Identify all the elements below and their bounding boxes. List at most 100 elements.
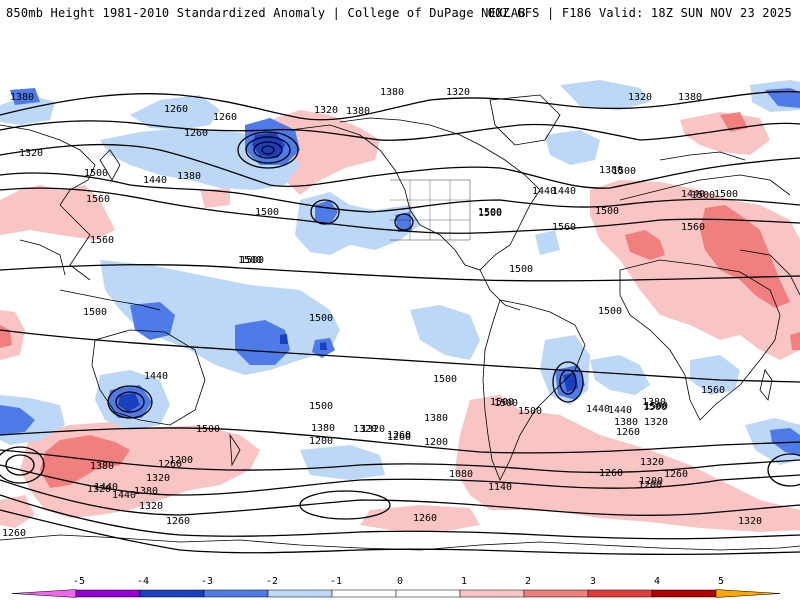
contour-label: 1500	[240, 255, 264, 266]
contour-label: 1500	[478, 208, 502, 219]
contour-label: 1440	[608, 405, 632, 416]
contour-label: 1500	[490, 397, 514, 408]
contour-label: 1500	[478, 207, 502, 218]
colorbar-swatch	[651, 589, 717, 598]
contour-label: 1440	[144, 371, 168, 382]
contour-label: 1500	[309, 401, 333, 412]
contour-label: 1500	[714, 189, 738, 200]
contour-label: 1500	[595, 206, 619, 217]
contour-label: 1260	[184, 128, 208, 139]
contour-label: 1200	[639, 476, 663, 487]
colorbar-label: -4	[137, 576, 149, 587]
contour-label: 1440	[112, 490, 136, 501]
model-run-info: 00Z GFS | F186 Valid: 18Z SUN NOV 23 202…	[487, 6, 792, 20]
contour-label: 1500	[196, 424, 220, 435]
contour-label: 1560	[701, 385, 725, 396]
contour-label: 1380	[678, 92, 702, 103]
contour-label: 1500	[691, 190, 715, 201]
colorbar-swatch	[395, 589, 461, 598]
contour-label: 1380	[614, 417, 638, 428]
contour-label: 1500	[612, 166, 636, 177]
colorbar-left-arrow	[11, 589, 77, 598]
contour-label: 1260	[164, 104, 188, 115]
contour-label: 1320	[146, 473, 170, 484]
contour-label: 1380	[380, 87, 404, 98]
colorbar-label: -2	[266, 576, 278, 587]
colorbar-label: 3	[590, 576, 596, 587]
contour-label: 1320	[644, 417, 668, 428]
contour-label: 1260	[158, 459, 182, 470]
contour-label: 1500	[494, 398, 518, 409]
contour-label: 1380	[90, 461, 114, 472]
contour-label: 1260	[166, 516, 190, 527]
contour-label: 1440	[681, 189, 705, 200]
contour-label: 1500	[84, 168, 108, 179]
contour-label: 1200	[309, 436, 333, 447]
contour-label: 1380	[424, 413, 448, 424]
colorbar-swatch	[75, 589, 141, 598]
contour-label: 1320	[314, 105, 338, 116]
colorbar-right-arrow	[715, 589, 781, 598]
contour-label: 1260	[2, 528, 26, 539]
contour-label: 1320	[139, 501, 163, 512]
contour-label: 1560	[86, 194, 110, 205]
contour-label: 1320	[353, 424, 377, 435]
colorbar-swatch	[523, 589, 589, 598]
colorbar-label: -1	[330, 576, 342, 587]
contour-label: 1080	[449, 469, 473, 480]
contour-label: 1380	[599, 165, 623, 176]
contour-label: 1500	[509, 264, 533, 275]
contour-label: 1260	[387, 432, 411, 443]
contour-label: 1380	[346, 106, 370, 117]
colorbar-label: 5	[718, 576, 724, 587]
contour-label: 1380	[177, 171, 201, 182]
contour-label: 1320	[738, 516, 762, 527]
colorbar-swatch	[459, 589, 525, 598]
contour-label: 1560	[90, 235, 114, 246]
contour-label: 1260	[413, 513, 437, 524]
contour-label: 1380	[311, 423, 335, 434]
contour-label: 1260	[616, 427, 640, 438]
contour-label: 1200	[169, 455, 193, 466]
contour-label: 1440	[586, 404, 610, 415]
contour-label: 1380	[134, 486, 158, 497]
contour-label: 1500	[255, 207, 279, 218]
height-contours	[0, 90, 800, 556]
contour-label: 1200	[424, 437, 448, 448]
contour-label: 1320	[19, 148, 43, 159]
colorbar-label: 2	[525, 576, 531, 587]
colorbar-label: -5	[73, 576, 85, 587]
contour-label: 1260	[387, 430, 411, 441]
colorbar: -5 -4 -3 -2 -1 0 1 2 3 4 5	[11, 576, 781, 598]
contour-label: 1560	[552, 222, 576, 233]
colorbar-label: 4	[654, 576, 660, 587]
contour-label: 1440	[94, 482, 118, 493]
contour-label: 1260	[599, 468, 623, 479]
contour-label: 1500	[644, 401, 668, 412]
contour-label: 1140	[488, 482, 512, 493]
contour-label: 1380	[10, 92, 34, 103]
contour-label: 1500	[518, 406, 542, 417]
contour-label: 1440	[532, 186, 556, 197]
contour-label: 1500	[643, 402, 667, 413]
contour-label: 1320	[640, 457, 664, 468]
contour-label: 1500	[598, 306, 622, 317]
contour-label: 1500	[309, 313, 333, 324]
colorbar-swatch	[139, 589, 205, 598]
contour-label: 1440	[143, 175, 167, 186]
map-title: 850mb Height 1981-2010 Standardized Anom…	[6, 6, 526, 20]
contour-label: 1320	[446, 87, 470, 98]
colorbar-swatch	[331, 589, 397, 598]
contour-label: 1440	[552, 186, 576, 197]
colorbar-swatch	[267, 589, 333, 598]
colorbar-swatches	[11, 589, 781, 598]
colorbar-label: 1	[461, 576, 467, 587]
contour-label: 1320	[361, 424, 385, 435]
contour-label: 1380	[642, 397, 666, 408]
colorbar-swatch	[587, 589, 653, 598]
contour-label: 1500	[433, 374, 457, 385]
contour-label: 1260	[213, 112, 237, 123]
colorbar-swatch	[203, 589, 269, 598]
